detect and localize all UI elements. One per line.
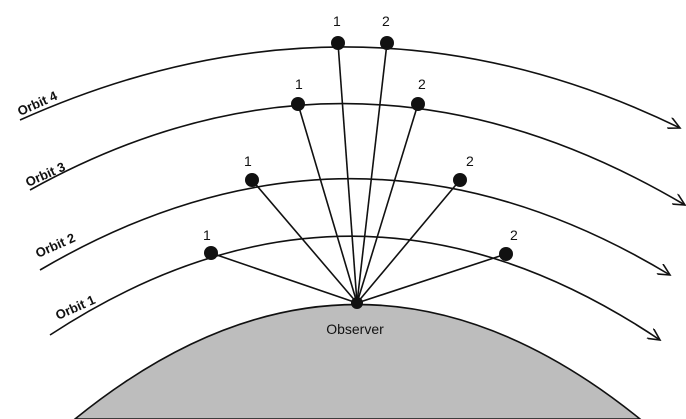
point-label: 1 bbox=[333, 13, 341, 29]
point-label: 2 bbox=[418, 76, 426, 92]
point-label: 2 bbox=[382, 13, 390, 29]
point-label: 1 bbox=[244, 153, 252, 169]
point-label: 2 bbox=[510, 227, 518, 243]
orbit-1 bbox=[49, 235, 660, 340]
observer-label: Observer bbox=[326, 321, 384, 337]
point-label: 2 bbox=[466, 153, 474, 169]
point-label: 1 bbox=[203, 227, 211, 243]
orbit-label: Orbit 4 bbox=[15, 88, 60, 119]
orbit-label: Orbit 1 bbox=[53, 292, 97, 323]
orbit-label: Orbit 3 bbox=[23, 159, 67, 190]
earth bbox=[73, 303, 642, 419]
sight-lines bbox=[210, 42, 507, 304]
orbit-4 bbox=[19, 46, 680, 128]
orbit-3 bbox=[29, 102, 685, 205]
point-label: 1 bbox=[295, 76, 303, 92]
orbit-2 bbox=[39, 177, 670, 275]
satellite-points bbox=[204, 36, 513, 309]
orbit-label: Orbit 2 bbox=[33, 230, 77, 261]
